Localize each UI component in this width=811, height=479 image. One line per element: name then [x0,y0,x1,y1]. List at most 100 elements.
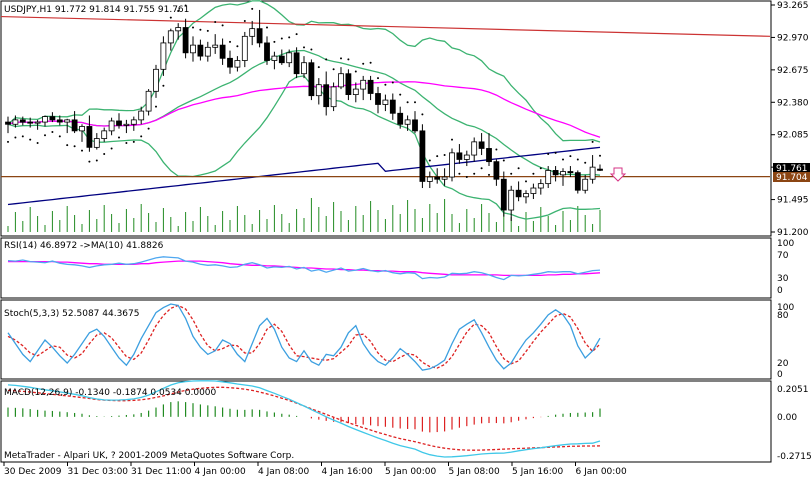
date-tick-label: 5 Jan 16:00 [512,467,564,477]
candle-body [204,46,211,57]
candle-body [345,73,352,95]
sar-dot [332,68,335,71]
candle-body [508,189,515,211]
date-tick-label: 4 Jan 08:00 [258,467,310,477]
sar-dot [340,57,342,60]
candle-body [293,52,300,75]
sar-dot [391,81,394,84]
date-tick-label: 4 Jan 00:00 [195,467,247,477]
sar-dot [229,40,231,43]
sar-dot [576,158,579,161]
rsi-pane[interactable] [0,237,772,299]
candle-body [234,60,241,68]
candle-body [116,120,122,126]
candle-body [286,52,293,64]
sar-dot [569,155,572,158]
sar-dot [547,152,550,155]
candle-body [515,189,522,198]
candle-body [449,152,455,178]
candle-body [79,126,85,132]
candle-body [153,68,159,92]
sar-dot [428,159,431,162]
sar-dot [377,77,379,80]
stoch-header: Stoch(5,3,3) 52.5087 44.3675 [4,309,139,319]
sar-dot [81,149,83,152]
arrow-down-icon[interactable] [609,167,627,182]
stoch-tick-label: 80 [777,311,789,321]
macd-layer [7,380,601,458]
sar-dot [369,61,372,64]
level-label: 91.704 [776,173,808,183]
candle-body [441,176,448,180]
sar-dot [243,19,246,22]
sar-dot [132,140,135,143]
price-pane[interactable] [0,0,772,237]
sar-dot [502,159,505,162]
candle-body [537,183,544,189]
candle-body [493,161,500,180]
candle-body [419,130,426,182]
sar-dot [436,155,439,158]
sar-dot [73,145,76,148]
date-tick-label: 30 Dec 2009 [4,467,62,477]
sar-dot [36,141,39,144]
candle-body [574,172,581,191]
sar-dot [443,154,446,157]
symbol-header: USDJPY,H1 91.772 91.814 91.755 91.761 [4,5,189,15]
candle-body [101,130,108,139]
sar-dot [51,130,54,133]
candle-body [108,120,115,132]
sar-dot [192,26,194,29]
trendline [0,15,771,37]
sar-dot [421,113,424,116]
sar-dot [562,158,564,161]
stoch-pane[interactable] [0,299,772,380]
candle-body [397,112,404,125]
candle-body [471,141,478,156]
sar-dot [414,101,416,104]
price-tick-label: 92.970 [777,33,809,43]
candle-body [249,28,256,37]
candle-body [190,44,196,54]
sar-dot [221,24,224,27]
stoch-layer [7,303,601,371]
sar-dot [473,172,476,175]
macd-header: MACD(12,26,9) -0.1340 -0.1874 0.0534 0.0… [4,388,217,398]
sar-dot [517,167,520,170]
sar-dot [162,84,165,87]
candle-body [71,119,78,132]
bid-label: 91.761 [776,164,808,174]
sar-dot [236,45,239,48]
sar-dot [554,151,557,154]
candle-body [426,176,433,182]
candle-body [5,121,11,125]
sar-dot [214,21,217,24]
rsi-tick-label: 70 [777,251,789,261]
candle-body [500,178,507,211]
sar-dot [14,136,17,139]
sar-dot [44,134,46,137]
sar-dot [103,152,106,155]
candle-body [589,166,596,180]
stoch-signal-line [7,304,601,369]
candle-body [167,30,174,44]
sar-dot [251,7,254,10]
sar-dot [362,62,365,65]
stoch-tick-label: 100 [777,303,794,313]
candle-body [412,119,418,132]
rsi-tick-label: 30 [777,274,789,284]
sar-dot [465,176,468,179]
candle-body [582,178,589,191]
sar-dot [354,70,357,73]
candle-body [463,154,470,160]
candle-body [227,57,233,68]
sar-dot [66,144,69,147]
candle-body [93,138,100,148]
sar-dot [118,136,120,139]
sar-dot [384,83,387,86]
sar-dot [273,40,276,43]
candle-body [486,148,492,163]
candle-body [160,42,167,70]
macd-main-line [7,380,601,458]
